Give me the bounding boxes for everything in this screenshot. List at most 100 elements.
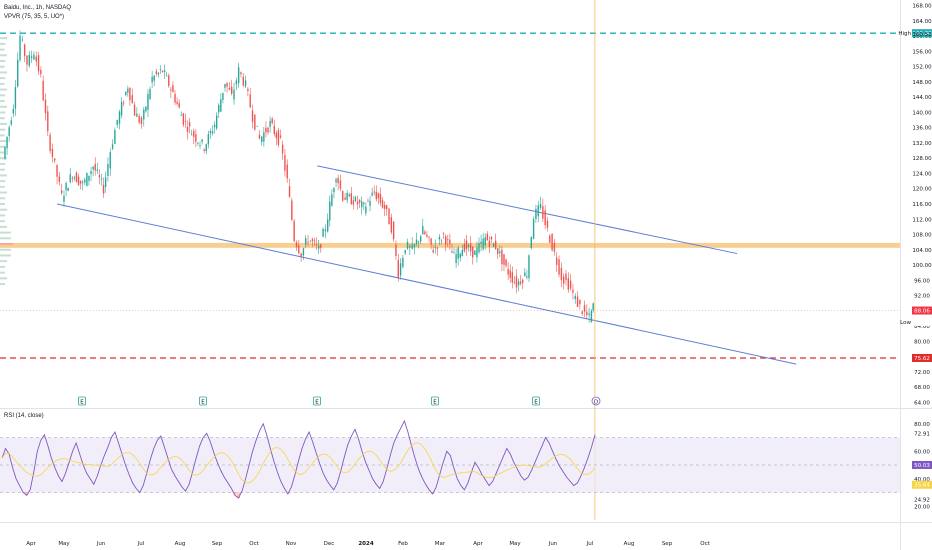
volume-profile-bar bbox=[0, 117, 5, 120]
candle-body bbox=[138, 115, 140, 123]
candle-body bbox=[92, 166, 94, 170]
volume-profile-bar bbox=[0, 283, 6, 286]
candle-body bbox=[188, 122, 191, 127]
candle-body bbox=[267, 127, 269, 133]
price-tick-label: 148.00 bbox=[912, 80, 932, 86]
volume-profile-bar bbox=[0, 37, 7, 40]
candle-body bbox=[174, 93, 176, 103]
candle-body bbox=[251, 110, 254, 122]
candle-body bbox=[125, 91, 127, 96]
candle-body bbox=[524, 272, 526, 277]
price-tick-label: 168.00 bbox=[912, 4, 932, 10]
candle-body bbox=[411, 244, 413, 249]
candle-body bbox=[324, 229, 327, 232]
time-tick-label: Aug bbox=[175, 541, 186, 547]
indicator-legend[interactable]: VPVR (75, 35, 5, UO*) bbox=[4, 14, 65, 20]
candle-body bbox=[461, 250, 464, 257]
candle-body bbox=[549, 235, 551, 243]
candle-body bbox=[42, 80, 44, 101]
candle-body bbox=[184, 120, 187, 122]
candle-body bbox=[539, 204, 542, 209]
candle-body bbox=[430, 238, 432, 245]
candle-body bbox=[67, 187, 69, 192]
price-tick-label: 68.00 bbox=[914, 385, 930, 391]
time-tick-label: Oct bbox=[249, 541, 259, 547]
candle-body bbox=[240, 72, 242, 75]
candle-body bbox=[331, 194, 333, 206]
candle-body bbox=[190, 134, 193, 136]
volume-profile-bar bbox=[0, 168, 5, 171]
volume-profile-bar bbox=[0, 180, 6, 183]
candle-body bbox=[342, 191, 344, 201]
time-tick-label: Apr bbox=[26, 541, 36, 547]
candle-body bbox=[472, 246, 474, 258]
candle-body bbox=[320, 244, 322, 248]
channel-upper-line bbox=[317, 165, 738, 255]
candle-body bbox=[258, 134, 261, 139]
candle-body bbox=[428, 236, 430, 238]
volume-profile-bar bbox=[0, 248, 12, 251]
candle-body bbox=[404, 250, 406, 254]
candle-body bbox=[574, 295, 576, 300]
candle-body bbox=[455, 254, 457, 264]
current-price-value: 88.06 bbox=[914, 309, 930, 315]
rsi-tick-label: 20.00 bbox=[914, 504, 930, 510]
candle-body bbox=[275, 132, 278, 139]
candle-body bbox=[186, 126, 189, 132]
volume-profile-bar bbox=[0, 151, 5, 154]
candle-body bbox=[211, 131, 214, 134]
candle-body bbox=[33, 54, 35, 60]
volume-profile-bar bbox=[0, 42, 6, 45]
candle-body bbox=[254, 114, 256, 130]
candle-body bbox=[195, 134, 197, 142]
candle-body bbox=[300, 253, 302, 258]
candle-body bbox=[203, 149, 205, 151]
candle-body bbox=[140, 117, 143, 125]
candle-body bbox=[56, 164, 58, 177]
time-tick-label: Nov bbox=[286, 541, 297, 547]
volume-profile-bar bbox=[0, 208, 7, 211]
candle-body bbox=[542, 206, 544, 219]
high-value: 160.80 bbox=[912, 31, 932, 37]
candle-body bbox=[463, 243, 466, 252]
candle-body bbox=[526, 276, 528, 278]
candle-body bbox=[40, 69, 42, 75]
volume-profile-bar bbox=[0, 254, 11, 257]
candle-body bbox=[535, 208, 537, 220]
candle-body bbox=[102, 184, 105, 194]
rsi-oversold-fill bbox=[25, 492, 29, 496]
volume-profile-bar bbox=[0, 277, 7, 280]
candle-body bbox=[329, 201, 331, 221]
candle-body bbox=[488, 240, 491, 247]
candle-body bbox=[476, 247, 478, 258]
time-tick-label: Mar bbox=[435, 541, 446, 547]
earnings-marker-label: E bbox=[534, 400, 538, 406]
candle-body bbox=[354, 196, 357, 201]
symbol-legend[interactable]: Baidu, Inc., 1h, NASDAQ bbox=[4, 5, 72, 11]
time-tick-label: Feb bbox=[398, 541, 408, 547]
earnings-marker bbox=[199, 396, 207, 406]
candle-body bbox=[58, 176, 61, 182]
rsi-legend[interactable]: RSI (14, close) bbox=[4, 413, 44, 419]
candle-body bbox=[176, 101, 178, 104]
candle-body bbox=[442, 233, 445, 234]
candle-body bbox=[96, 169, 99, 171]
candle-body bbox=[572, 289, 574, 293]
candle-body bbox=[143, 109, 145, 120]
rsi-oversold-fill bbox=[286, 492, 290, 494]
candle-body bbox=[348, 194, 350, 197]
candle-body bbox=[581, 311, 583, 314]
volume-profile-bar bbox=[0, 145, 6, 148]
candle-body bbox=[592, 303, 594, 311]
candle-body bbox=[94, 164, 96, 171]
volume-profile-bar bbox=[0, 94, 6, 97]
candle-body bbox=[317, 245, 320, 249]
price-tick-label: 140.00 bbox=[912, 110, 932, 116]
candle-body bbox=[375, 191, 377, 200]
volume-profile-bar bbox=[0, 71, 7, 74]
price-tick-label: 112.00 bbox=[912, 217, 932, 223]
candle-body bbox=[551, 233, 553, 251]
candle-body bbox=[51, 148, 54, 157]
candle-body bbox=[482, 238, 484, 250]
